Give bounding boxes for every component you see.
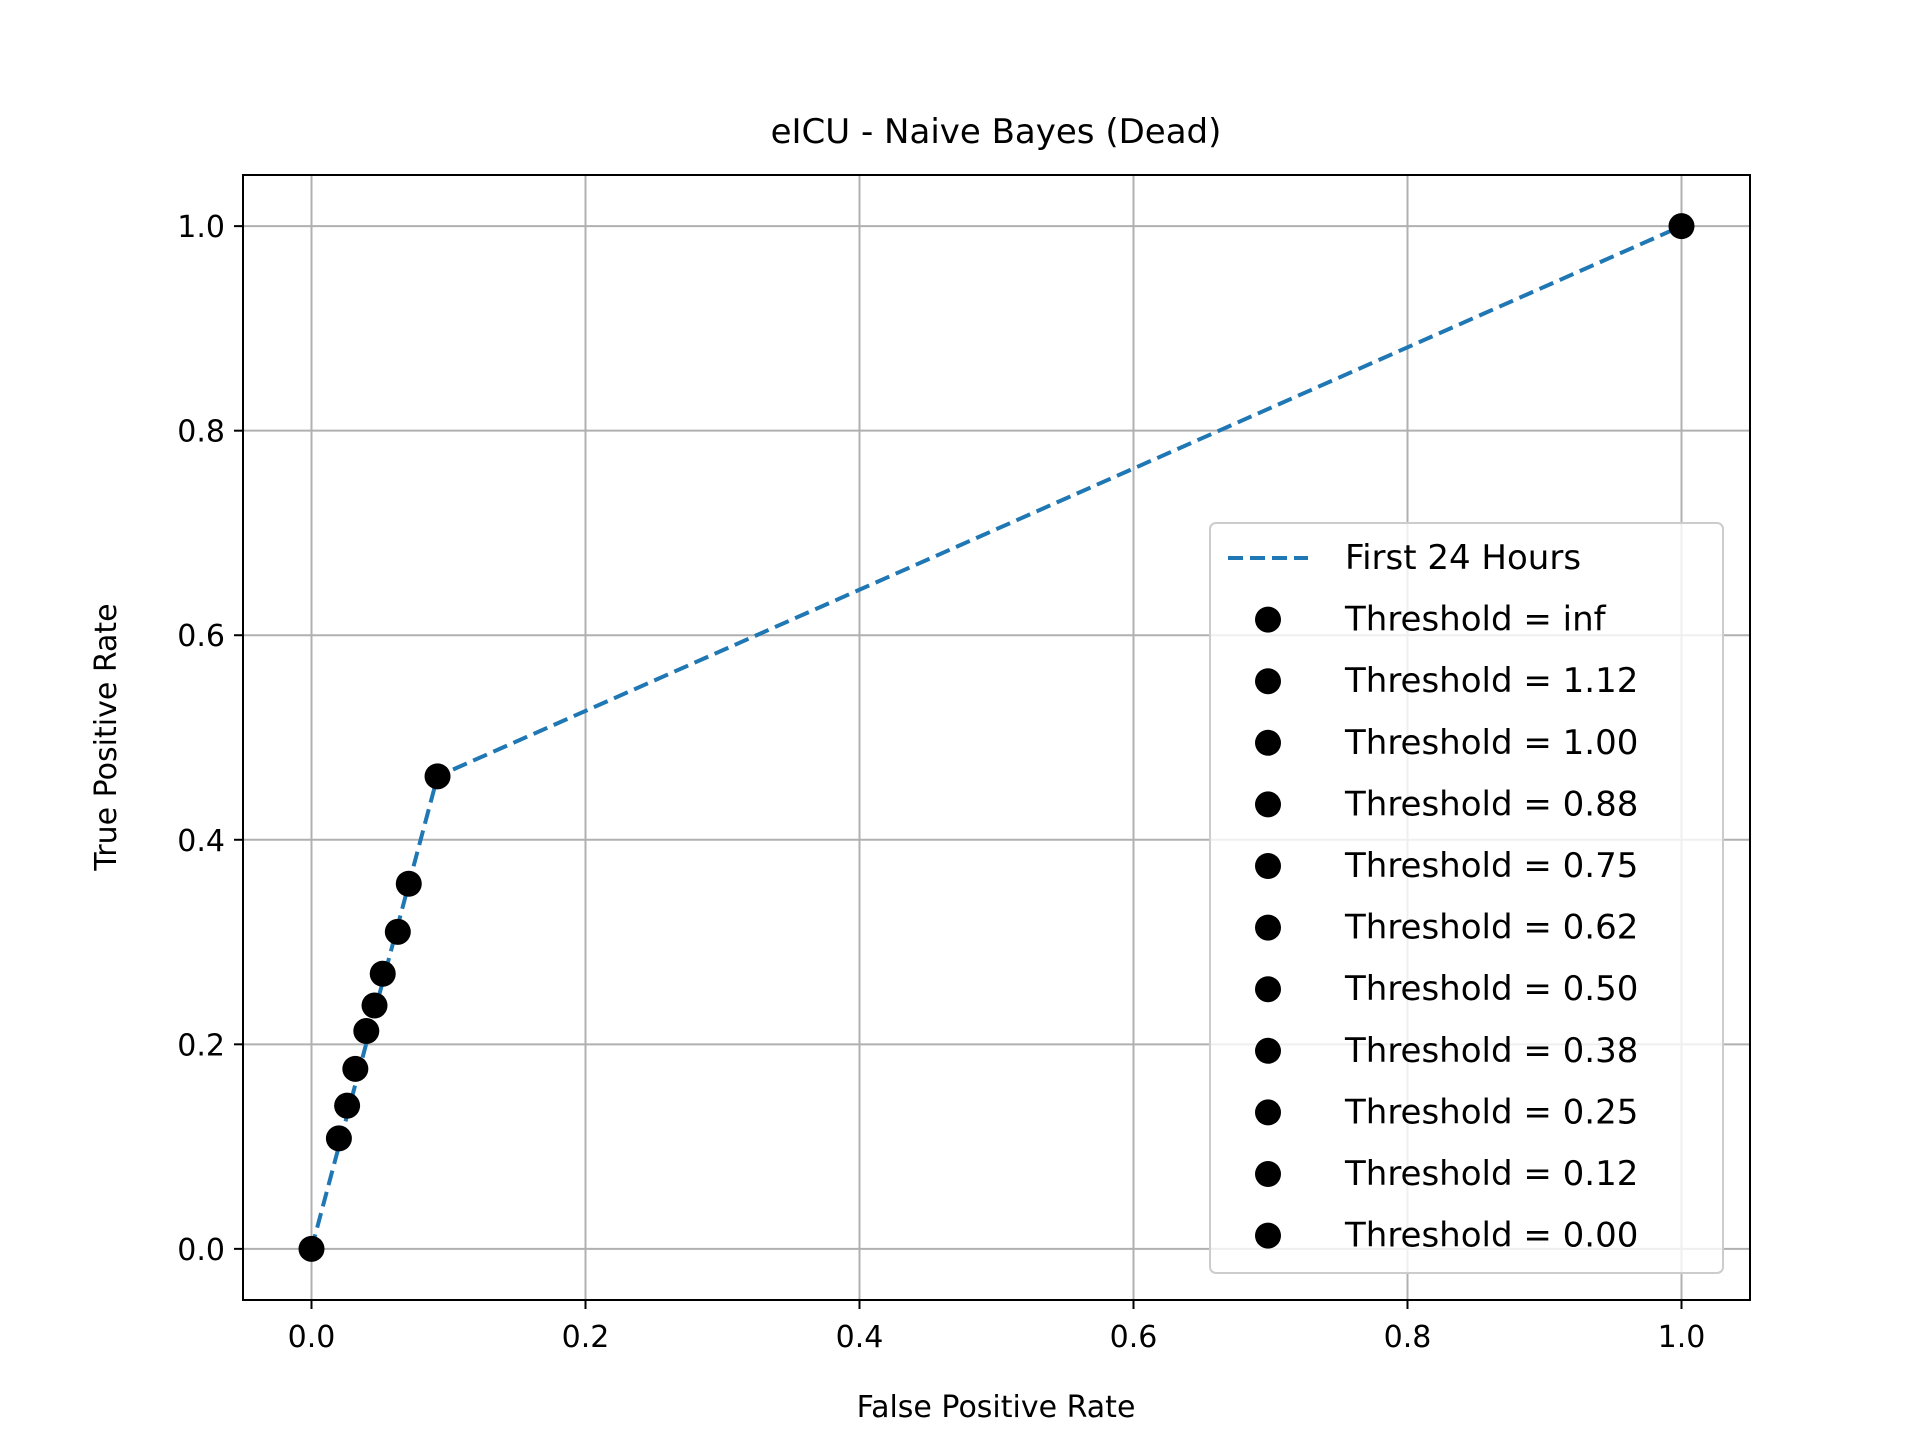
- x-tick-label: 0.6: [1110, 1320, 1158, 1355]
- x-tick-label: 0.2: [562, 1320, 610, 1355]
- threshold-point-10: [1668, 213, 1695, 240]
- plot-frame: [242, 174, 1751, 1301]
- legend-threshold-label: Threshold = 0.75: [1344, 846, 1638, 886]
- x-tick-label: 0.0: [288, 1320, 336, 1355]
- legend-point-marker: [1255, 668, 1281, 695]
- legend-threshold-label: Threshold = 0.50: [1344, 969, 1638, 1009]
- legend-threshold-label: Threshold = inf: [1344, 600, 1607, 640]
- legend-point-marker: [1255, 853, 1281, 879]
- y-tick-label: 1.0: [177, 210, 225, 245]
- x-tick-label: 0.8: [1384, 1320, 1432, 1355]
- chart-title: eICU - Naive Bayes (Dead): [771, 112, 1222, 152]
- legend-point-marker: [1255, 976, 1281, 1003]
- legend-threshold-label: Threshold = 0.25: [1344, 1092, 1638, 1132]
- legend-point-marker: [1255, 729, 1281, 756]
- legend-point-marker: [1255, 1161, 1281, 1187]
- legend-series-label: First 24 Hours: [1345, 538, 1581, 578]
- legend-threshold-label: Threshold = 0.62: [1344, 908, 1638, 948]
- x-tick-label: 1.0: [1658, 1320, 1706, 1355]
- threshold-point-6: [369, 960, 396, 987]
- threshold-point-4: [353, 1018, 380, 1045]
- legend-box: [1209, 522, 1724, 1274]
- y-tick-label: 0.8: [177, 415, 225, 450]
- legend-point-marker: [1255, 1222, 1281, 1249]
- threshold-point-1: [325, 1125, 352, 1152]
- x-axis-label: False Positive Rate: [857, 1390, 1136, 1425]
- legend-point-marker: [1255, 606, 1281, 633]
- legend-threshold-label: Threshold = 0.00: [1344, 1216, 1638, 1256]
- threshold-point-3: [342, 1055, 369, 1082]
- legend-point-marker: [1255, 1099, 1281, 1126]
- legend-threshold-label: Threshold = 0.88: [1344, 784, 1638, 824]
- x-tick-label: 0.4: [836, 1320, 884, 1355]
- legend-threshold-label: Threshold = 0.12: [1344, 1154, 1638, 1194]
- y-tick-label: 0.4: [177, 824, 225, 859]
- legend-threshold-label: Threshold = 0.38: [1344, 1031, 1638, 1071]
- threshold-points: [298, 213, 1695, 1262]
- legend-point-marker: [1255, 791, 1281, 818]
- y-tick-label: 0.0: [177, 1233, 225, 1268]
- legend: First 24 Hours Threshold = inf Threshold =…: [1209, 522, 1724, 1274]
- legend-threshold-label: Threshold = 1.00: [1344, 723, 1638, 763]
- threshold-point-7: [384, 918, 411, 945]
- threshold-point-8: [395, 870, 422, 897]
- legend-point-marker: [1255, 914, 1281, 941]
- y-axis-label: True Positive Rate: [89, 603, 124, 871]
- legend-threshold-label: Threshold = 1.12: [1344, 661, 1638, 701]
- y-tick-label: 0.6: [177, 619, 225, 654]
- threshold-point-5: [361, 992, 388, 1019]
- threshold-point-2: [334, 1092, 361, 1119]
- legend-point-marker: [1255, 1037, 1281, 1064]
- threshold-point-9: [424, 763, 451, 790]
- axis-ticks: 0.0 0.2 0.4 0.6 0.8 1.0 0.0 0.2 0.4 0.6 0.8 1.0: [177, 210, 1705, 1355]
- y-tick-label: 0.2: [177, 1028, 225, 1063]
- threshold-point-0: [298, 1235, 325, 1262]
